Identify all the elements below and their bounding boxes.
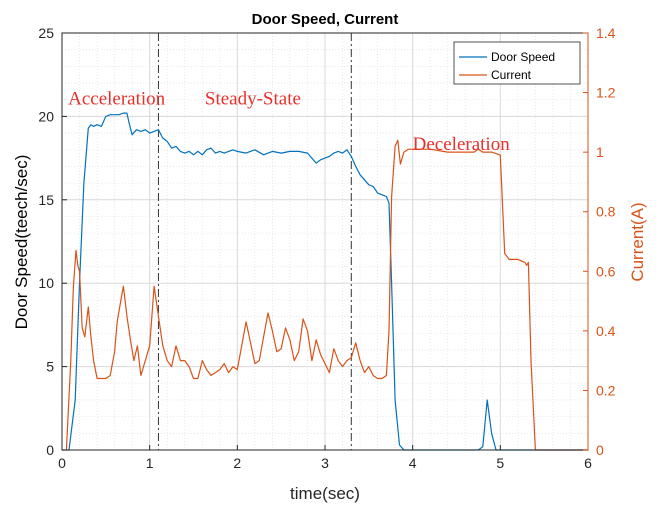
annotation-steady-state: Steady-State [205,89,301,110]
left-tick-label: 15 [38,192,54,208]
x-axis-label: time(sec) [290,484,360,503]
right-tick-label: 0.6 [596,263,616,279]
x-tick-label: 6 [584,455,592,471]
right-tick-label: 1.4 [596,25,616,41]
right-tick-label: 0.4 [596,323,616,339]
left-tick-label: 0 [46,442,54,458]
chart-title: Door Speed, Current [252,11,399,28]
annotation-acceleration: Acceleration [68,89,166,110]
x-axis-ticks: 0 1 2 3 4 5 6 [58,445,592,471]
right-tick-label: 1 [596,144,604,160]
legend: Door Speed Current [453,41,581,85]
left-tick-label: 5 [46,359,54,375]
right-axis-ticks: 0 0.2 0.4 0.6 0.8 1 1.2 1.4 [583,25,616,458]
x-tick-label: 3 [321,455,329,471]
series-line-current [65,139,588,451]
annotation-deceleration: Deceleration [413,134,511,155]
legend-label-current: Current [491,68,532,82]
x-tick-label: 4 [409,455,417,471]
legend-box [453,41,581,85]
phase-dividers [157,33,352,450]
x-tick-label: 1 [146,455,154,471]
left-axis-ticks: 0 5 10 15 20 25 [38,25,67,458]
left-axis-label: Door Speed(teech/sec) [12,155,31,330]
left-tick-label: 20 [38,108,54,124]
right-tick-label: 1.2 [596,85,616,101]
x-tick-label: 2 [233,455,241,471]
right-tick-label: 0.2 [596,382,616,398]
right-axis-label: Current(A) [628,202,647,281]
right-tick-label: 0 [596,442,604,458]
series-line-door-speed [62,112,588,451]
left-tick-label: 25 [38,25,54,41]
region-annotations: Acceleration Steady-State Deceleration [68,89,510,155]
x-tick-label: 0 [58,455,66,471]
series-layer [62,112,588,451]
right-tick-label: 0.8 [596,204,616,220]
left-tick-label: 10 [38,275,54,291]
legend-label-door-speed: Door Speed [491,50,555,64]
x-tick-label: 5 [496,455,504,471]
